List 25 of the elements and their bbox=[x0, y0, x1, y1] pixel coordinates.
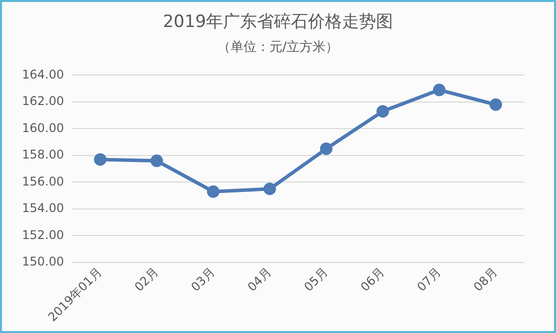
y-tick-label: 160.00 bbox=[22, 120, 64, 135]
point bbox=[490, 98, 502, 111]
x-tick-label: 06月 bbox=[358, 264, 388, 294]
y-tick-label: 156.00 bbox=[22, 174, 64, 188]
x-tick-label: 04月 bbox=[244, 264, 274, 294]
x-tick-label: 08月 bbox=[470, 264, 500, 294]
y-tick-label: 154.00 bbox=[22, 201, 64, 216]
y-tick-label: 162.00 bbox=[22, 94, 64, 108]
point bbox=[94, 153, 106, 166]
chart-title: 2019年广东省碎石价格走势图 bbox=[162, 11, 394, 33]
y-tick-label: 150.00 bbox=[22, 254, 64, 269]
x-tick-label: 03月 bbox=[188, 264, 218, 294]
point bbox=[376, 105, 389, 118]
point bbox=[150, 154, 163, 168]
point bbox=[206, 185, 220, 198]
y-tick-label: 152.00 bbox=[22, 228, 64, 242]
y-tick-label: 164.00 bbox=[22, 67, 64, 82]
point bbox=[433, 84, 446, 96]
point bbox=[263, 182, 276, 196]
chart-subtitle: （单位：元/立方米） bbox=[216, 39, 340, 56]
x-tick-label: 02月 bbox=[132, 264, 162, 294]
point bbox=[320, 142, 332, 156]
x-tick-label: 05月 bbox=[301, 264, 331, 294]
y-tick-label: 158.00 bbox=[22, 148, 64, 162]
x-tick-label: 07月 bbox=[414, 264, 444, 294]
